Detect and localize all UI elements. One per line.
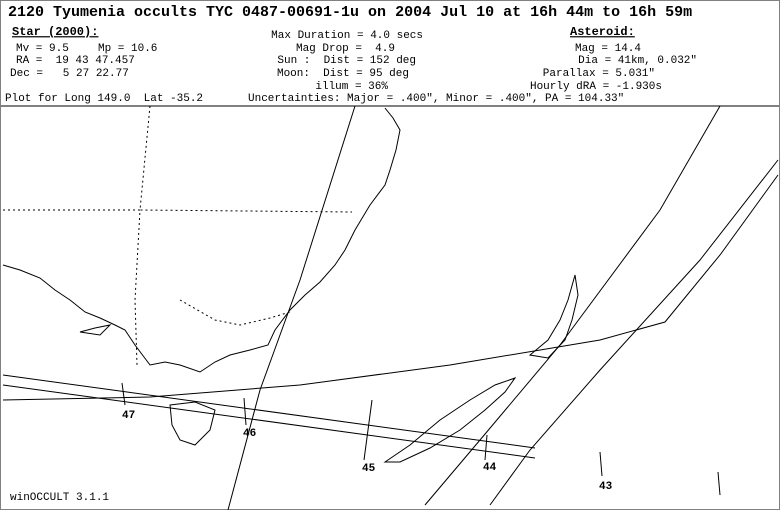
shadow-edge <box>2 384 536 459</box>
moon-illum: illum = 36% <box>315 81 388 93</box>
state-border <box>139 105 353 213</box>
time-tick <box>717 471 721 496</box>
new-zealand-south <box>383 377 517 463</box>
time-tick <box>599 451 603 477</box>
path-limit <box>424 105 721 506</box>
asteroid-mag: Mag = 14.4 <box>575 43 641 55</box>
path-limit <box>227 105 356 510</box>
asteroid-dia: Dia = 41km, 0.032" <box>578 55 697 67</box>
uncertainties: Uncertainties: Major = .400", Minor = .4… <box>248 93 624 105</box>
star-heading: Star (2000): <box>12 25 98 39</box>
plot-location: Plot for Long 149.0 Lat -35.2 <box>5 93 203 105</box>
time-tick <box>243 397 247 426</box>
time-label: 46 <box>243 428 256 440</box>
time-label: 47 <box>122 410 135 422</box>
star-dec: Dec = 5 27 22.77 <box>10 68 129 80</box>
coastline <box>2 107 401 373</box>
time-label: 44 <box>483 462 497 474</box>
path-limit <box>489 159 779 506</box>
mag-drop: Mag Drop = 4.9 <box>296 43 395 55</box>
version: winOCCULT 3.1.1 <box>10 492 109 504</box>
asteroid-heading: Asteroid: <box>570 25 635 39</box>
hourly-dra: Hourly dRA = -1.930s <box>530 81 662 93</box>
kangaroo-island <box>79 324 112 336</box>
center-line <box>2 174 779 401</box>
time-tick <box>121 382 126 406</box>
star-ra: RA = 19 43 47.457 <box>16 55 135 67</box>
max-duration: Max Duration = 4.0 secs <box>271 30 423 42</box>
time-tick <box>363 399 373 461</box>
map: 47 46 45 44 43 <box>2 105 779 510</box>
time-label: 45 <box>362 463 376 475</box>
shadow-edge <box>2 374 536 449</box>
moon-distance: Moon: Dist = 95 deg <box>277 68 409 80</box>
state-border <box>179 299 291 326</box>
star-mv: Mv = 9.5 <box>16 43 69 55</box>
sun-distance: Sun : Dist = 152 deg <box>277 55 416 67</box>
title: 2120 Tyumenia occults TYC 0487-00691-1u … <box>8 4 692 21</box>
time-label: 43 <box>599 481 613 493</box>
parallax: Parallax = 5.031" <box>543 68 655 80</box>
time-tick <box>484 434 488 461</box>
tasmania <box>169 401 216 446</box>
star-mp: Mp = 10.6 <box>98 43 157 55</box>
